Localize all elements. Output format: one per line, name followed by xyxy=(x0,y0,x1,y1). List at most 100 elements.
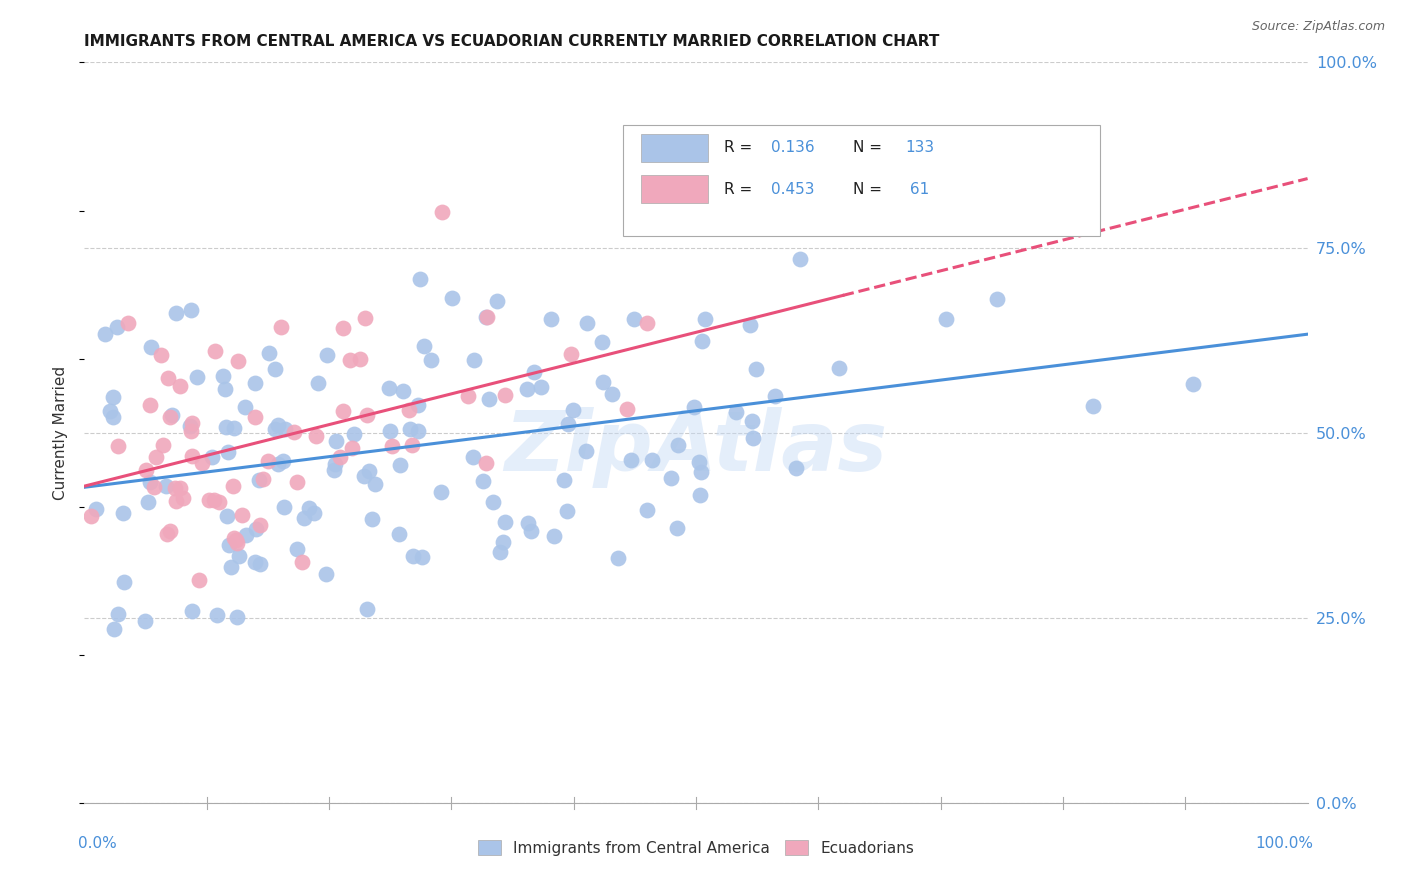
Point xyxy=(430,485,453,500)
Point xyxy=(243,555,266,569)
Point xyxy=(112,575,135,590)
Point xyxy=(430,204,453,219)
Point xyxy=(204,343,226,358)
Point xyxy=(157,371,180,385)
Point xyxy=(201,450,224,464)
Point xyxy=(225,533,247,547)
Point xyxy=(688,455,710,469)
Point xyxy=(606,550,628,565)
Point xyxy=(475,310,498,325)
Point xyxy=(135,463,157,477)
Point xyxy=(543,529,565,543)
Point xyxy=(724,405,747,419)
Point xyxy=(419,353,441,368)
Text: ZipAtlas: ZipAtlas xyxy=(505,407,887,488)
Point xyxy=(305,429,328,443)
Point xyxy=(356,408,378,422)
Point xyxy=(357,465,380,479)
Point xyxy=(249,557,271,571)
Point xyxy=(266,457,288,471)
Point xyxy=(222,531,245,545)
Point xyxy=(285,541,308,556)
Point xyxy=(576,316,599,330)
Point xyxy=(689,487,711,501)
Point xyxy=(273,454,295,468)
Point xyxy=(401,438,423,452)
Point xyxy=(226,609,249,624)
Point xyxy=(180,417,202,431)
FancyBboxPatch shape xyxy=(641,175,709,203)
Point xyxy=(392,384,415,399)
Point xyxy=(215,420,238,434)
Point xyxy=(80,508,103,523)
Point xyxy=(205,607,228,622)
Point xyxy=(741,431,763,445)
Point xyxy=(463,353,485,368)
Point xyxy=(221,559,243,574)
Point xyxy=(315,567,337,582)
Point xyxy=(340,441,363,455)
Point xyxy=(156,526,179,541)
Point xyxy=(218,538,240,552)
Point xyxy=(555,504,578,518)
Point xyxy=(828,361,851,376)
Point xyxy=(659,471,682,485)
Point xyxy=(481,495,503,509)
Text: 100.0%: 100.0% xyxy=(1256,836,1313,851)
Text: 0.136: 0.136 xyxy=(770,140,814,155)
Point xyxy=(325,434,347,449)
Point xyxy=(475,456,498,470)
Point xyxy=(150,347,173,361)
Point xyxy=(560,347,582,361)
Point xyxy=(172,491,194,505)
Point xyxy=(136,495,159,509)
Point xyxy=(323,463,346,477)
Text: 133: 133 xyxy=(905,140,934,155)
Point xyxy=(139,340,162,354)
Point xyxy=(745,362,768,376)
Point xyxy=(142,480,165,494)
Point xyxy=(489,544,512,558)
Point xyxy=(316,348,339,362)
Point xyxy=(224,421,246,435)
Point xyxy=(291,555,314,569)
Point xyxy=(557,417,579,431)
Point xyxy=(222,478,245,492)
Point xyxy=(165,306,187,320)
Point xyxy=(107,439,129,453)
Point xyxy=(103,622,125,636)
Point xyxy=(789,252,811,266)
Point xyxy=(492,535,515,549)
Point xyxy=(252,472,274,486)
Point xyxy=(207,495,229,509)
Point xyxy=(107,607,129,622)
Point xyxy=(139,475,162,490)
Point xyxy=(494,515,516,529)
Point xyxy=(575,444,598,458)
FancyBboxPatch shape xyxy=(641,135,709,162)
Point xyxy=(655,206,678,220)
Point xyxy=(553,473,575,487)
Point xyxy=(243,376,266,390)
Text: N =: N = xyxy=(852,140,886,155)
Point xyxy=(179,419,201,434)
Point xyxy=(214,383,236,397)
Point xyxy=(202,492,225,507)
Point xyxy=(257,346,280,360)
Y-axis label: Currently Married: Currently Married xyxy=(53,366,69,500)
Point xyxy=(461,450,484,464)
Text: 0.0%: 0.0% xyxy=(79,836,117,851)
Point xyxy=(263,362,285,376)
Point xyxy=(353,311,375,326)
Point xyxy=(441,291,464,305)
Point xyxy=(84,502,107,516)
Point xyxy=(263,422,285,436)
Point xyxy=(231,508,253,523)
Point xyxy=(1182,377,1205,392)
Point xyxy=(785,461,807,475)
Point xyxy=(620,453,643,467)
Point xyxy=(138,398,160,412)
Point xyxy=(353,469,375,483)
Point xyxy=(1081,399,1104,413)
Point xyxy=(243,410,266,425)
